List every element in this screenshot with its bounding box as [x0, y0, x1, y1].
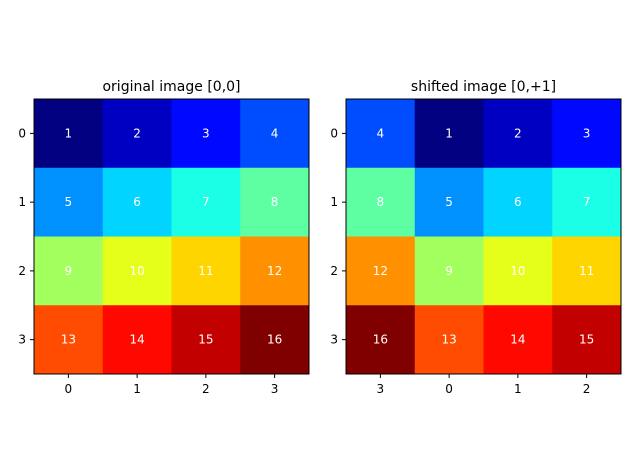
heatmap-cell — [483, 99, 553, 169]
cell-value-label: 2 — [514, 126, 522, 140]
heatmap-cell — [414, 167, 484, 237]
chart-title-original: original image [0,0] — [102, 79, 240, 95]
heatmap-cell — [346, 305, 416, 375]
cell-value-label: 9 — [445, 264, 453, 278]
x-tick-label: 0 — [65, 382, 73, 396]
heatmap-cell — [552, 305, 622, 375]
cell-value-label: 9 — [65, 264, 73, 278]
heatmap-cell — [414, 236, 484, 306]
heatmap-cell — [346, 99, 416, 169]
heatmap-cell — [346, 167, 416, 237]
heatmap-cell — [171, 236, 241, 306]
x-tick-label: 1 — [133, 382, 141, 396]
heatmap-cell — [102, 236, 172, 306]
cell-value-label: 15 — [579, 333, 594, 347]
heatmap-cell — [34, 167, 104, 237]
cell-value-label: 5 — [445, 195, 453, 209]
y-tick-label: 1 — [330, 195, 338, 209]
cell-value-label: 11 — [579, 264, 594, 278]
x-tick-label: 3 — [271, 382, 279, 396]
heatmap-cell — [414, 305, 484, 375]
cell-value-label: 14 — [510, 333, 525, 347]
heatmap-cell — [483, 167, 553, 237]
cell-value-label: 13 — [61, 333, 76, 347]
heatmap-cell — [346, 236, 416, 306]
heatmap-cell — [552, 167, 622, 237]
cell-value-label: 2 — [133, 126, 141, 140]
heatmap-cell — [34, 236, 104, 306]
heatmap-cell — [552, 99, 622, 169]
heatmap-cell — [34, 305, 104, 375]
cell-value-label: 10 — [129, 264, 144, 278]
cell-value-label: 7 — [583, 195, 591, 209]
heatmap-cell — [414, 99, 484, 169]
cell-value-label: 16 — [267, 333, 282, 347]
y-tick-label: 0 — [330, 126, 338, 140]
cell-value-label: 12 — [267, 264, 282, 278]
heatmap-cell — [240, 305, 310, 375]
cell-value-label: 1 — [65, 126, 73, 140]
cell-value-label: 11 — [198, 264, 213, 278]
cell-value-label: 3 — [583, 126, 591, 140]
heatmap-cell — [240, 236, 310, 306]
cell-value-label: 8 — [377, 195, 385, 209]
cell-value-label: 13 — [441, 333, 456, 347]
heatmap-cell — [102, 305, 172, 375]
cell-value-label: 6 — [133, 195, 141, 209]
x-tick-label: 2 — [583, 382, 591, 396]
cell-value-label: 3 — [202, 126, 210, 140]
y-tick-label: 1 — [18, 195, 26, 209]
cell-value-label: 5 — [65, 195, 73, 209]
y-tick-label: 2 — [330, 264, 338, 278]
y-tick-label: 3 — [330, 333, 338, 347]
heatmap-cell — [171, 99, 241, 169]
cell-value-label: 10 — [510, 264, 525, 278]
heatmap-cell — [552, 236, 622, 306]
x-tick-label: 2 — [202, 382, 210, 396]
heatmap-cell — [171, 167, 241, 237]
y-tick-label: 3 — [18, 333, 26, 347]
axes-frame — [33, 98, 310, 375]
heatmap-cell — [483, 305, 553, 375]
chart-title-shifted: shifted image [0,+1] — [411, 79, 556, 95]
cell-value-label: 14 — [129, 333, 144, 347]
cell-value-label: 16 — [373, 333, 388, 347]
cell-value-label: 6 — [514, 195, 522, 209]
cell-value-label: 4 — [377, 126, 385, 140]
x-tick-label: 3 — [377, 382, 385, 396]
cell-value-label: 7 — [202, 195, 210, 209]
y-tick-label: 2 — [18, 264, 26, 278]
cell-value-label: 15 — [198, 333, 213, 347]
heatmap-cell — [102, 99, 172, 169]
heatmap-cell — [171, 305, 241, 375]
heatmap-cell — [240, 99, 310, 169]
cell-value-label: 4 — [271, 126, 279, 140]
y-tick-label: 0 — [18, 126, 26, 140]
cell-value-label: 1 — [445, 126, 453, 140]
x-tick-label: 0 — [445, 382, 453, 396]
cell-value-label: 12 — [373, 264, 388, 278]
axes-frame — [345, 98, 622, 375]
x-tick-label: 1 — [514, 382, 522, 396]
heatmap-cell — [102, 167, 172, 237]
cell-value-label: 8 — [271, 195, 279, 209]
heatmap-cell — [240, 167, 310, 237]
heatmap-cell — [483, 236, 553, 306]
heatmap-cell — [34, 99, 104, 169]
